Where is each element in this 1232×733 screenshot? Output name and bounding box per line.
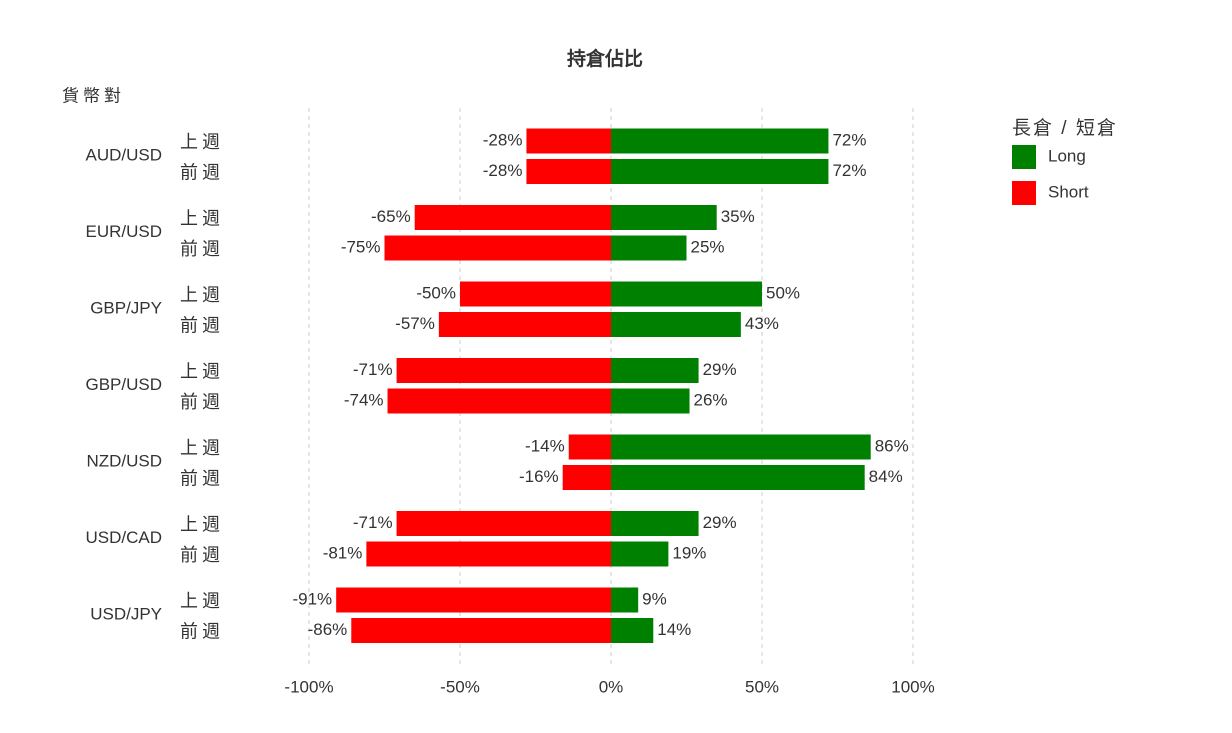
bar	[387, 388, 611, 414]
data-label: -91%	[292, 589, 332, 608]
bar	[611, 205, 717, 230]
bar	[611, 618, 654, 643]
bar	[438, 312, 611, 337]
group-label: EUR/USD	[85, 222, 162, 241]
category-label: 上週	[180, 438, 224, 458]
data-label: -71%	[353, 513, 393, 532]
bar	[414, 205, 611, 230]
data-label: -16%	[519, 467, 559, 486]
bar	[396, 511, 611, 536]
data-label: 43%	[745, 314, 779, 333]
bar	[611, 312, 741, 337]
data-label: -75%	[341, 237, 381, 256]
data-label: 29%	[703, 513, 737, 532]
bar	[611, 587, 639, 613]
category-label: 上週	[180, 132, 224, 152]
chart-title: 持倉佔比	[567, 47, 643, 70]
bar	[611, 541, 669, 567]
data-label: -71%	[353, 360, 393, 379]
category-label: 前週	[180, 545, 224, 565]
data-label: 72%	[832, 130, 866, 149]
data-label: 84%	[869, 467, 903, 486]
bar	[336, 587, 611, 613]
category-label: 前週	[180, 621, 224, 641]
category-label: 上週	[180, 361, 224, 381]
bar	[568, 434, 611, 460]
data-label: 50%	[766, 283, 800, 302]
x-tick-label: 100%	[891, 677, 934, 696]
bar	[611, 465, 865, 490]
category-label: 上週	[180, 285, 224, 305]
group-label: GBP/JPY	[90, 299, 162, 318]
data-label: -28%	[483, 130, 523, 149]
data-label: -57%	[395, 314, 435, 333]
category-label: 前週	[180, 468, 224, 488]
data-label: 14%	[657, 620, 691, 639]
category-label: 上週	[180, 591, 224, 611]
x-tick-label: -100%	[284, 677, 333, 696]
bar	[611, 434, 871, 460]
bar	[526, 128, 611, 154]
bar	[351, 618, 611, 643]
legend-swatch	[1012, 145, 1036, 169]
y-axis-title: 貨幣對	[62, 86, 125, 105]
legend-label: Short	[1048, 182, 1089, 201]
category-label: 上週	[180, 514, 224, 534]
bar	[611, 511, 699, 536]
bar	[611, 358, 699, 383]
bar	[460, 281, 611, 307]
bar	[384, 235, 611, 261]
group-label: AUD/USD	[85, 146, 162, 165]
data-label: 26%	[694, 390, 728, 409]
category-label: 前週	[180, 239, 224, 259]
data-label: 35%	[721, 207, 755, 226]
bar	[526, 159, 611, 184]
data-label: -28%	[483, 161, 523, 180]
x-tick-label: -50%	[440, 677, 480, 696]
category-label: 上週	[180, 208, 224, 228]
data-label: 86%	[875, 436, 909, 455]
group-label: NZD/USD	[86, 452, 162, 471]
data-label: -81%	[323, 543, 363, 562]
bar	[611, 281, 762, 307]
legend-title: 長倉 / 短倉	[1012, 117, 1118, 139]
data-label: 25%	[691, 237, 725, 256]
data-label: -74%	[344, 390, 384, 409]
legend-label: Long	[1048, 146, 1086, 165]
group-label: USD/CAD	[85, 528, 162, 547]
legend-swatch	[1012, 181, 1036, 205]
data-label: 29%	[703, 360, 737, 379]
x-tick-label: 50%	[745, 677, 779, 696]
data-label: -86%	[308, 620, 348, 639]
bar	[396, 358, 611, 383]
category-label: 前週	[180, 162, 224, 182]
bar	[611, 235, 687, 261]
category-label: 前週	[180, 392, 224, 412]
data-label: 19%	[672, 543, 706, 562]
x-tick-label: 0%	[599, 677, 624, 696]
group-label: USD/JPY	[90, 605, 162, 624]
bar	[611, 388, 690, 414]
data-label: -14%	[525, 436, 565, 455]
category-label: 前週	[180, 315, 224, 335]
data-label: -50%	[416, 283, 456, 302]
bar	[611, 128, 829, 154]
group-label: GBP/USD	[85, 375, 162, 394]
bar	[366, 541, 611, 567]
data-label: 9%	[642, 589, 667, 608]
data-label: -65%	[371, 207, 411, 226]
bar	[562, 465, 611, 490]
data-label: 72%	[832, 161, 866, 180]
bar	[611, 159, 829, 184]
